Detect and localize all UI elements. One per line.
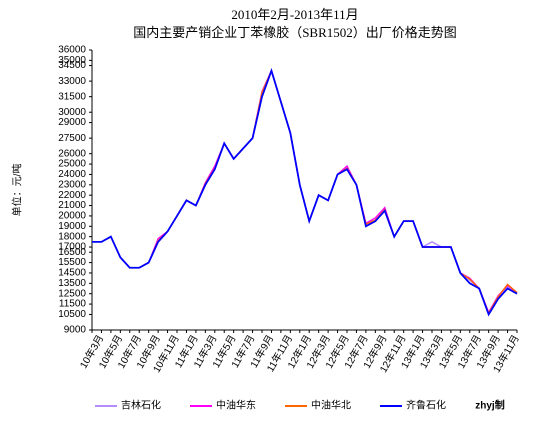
y-tick-label: 27500 xyxy=(58,133,86,144)
y-tick-label: 26000 xyxy=(58,148,86,159)
y-tick-label: 18000 xyxy=(58,231,86,242)
y-tick-label: 14500 xyxy=(58,268,86,279)
y-tick-label: 19000 xyxy=(58,221,86,232)
y-tick-label: 36000 xyxy=(58,45,86,56)
y-tick-label: 24000 xyxy=(58,169,86,180)
chart-title: 2010年2月-2013年11月 xyxy=(231,7,358,22)
legend-label: 中油华北 xyxy=(311,399,351,412)
y-tick-label: 25000 xyxy=(58,159,86,170)
chart-subtitle: 国内主要产销企业丁苯橡胶（SBR1502）出厂价格走势图 xyxy=(133,25,457,40)
y-tick-label: 31500 xyxy=(58,91,86,102)
y-tick-label: 10500 xyxy=(58,309,86,320)
series-line xyxy=(92,68,518,314)
y-tick-label: 20000 xyxy=(58,211,86,222)
y-tick-label: 33000 xyxy=(58,76,86,87)
y-tick-label: 11500 xyxy=(59,299,87,310)
legend-label: 齐鲁石化 xyxy=(406,399,446,412)
y-tick-label: 9000 xyxy=(64,325,87,336)
series-line xyxy=(92,68,518,316)
y-tick-label: 15500 xyxy=(58,257,86,268)
y-tick-label: 35000 xyxy=(58,55,86,66)
y-axis-label: 单位：元/吨 xyxy=(11,164,24,217)
y-tick-label: 16500 xyxy=(58,247,86,258)
y-tick-label: 17000 xyxy=(58,242,86,253)
y-tick-label: 12500 xyxy=(58,288,86,299)
series-line xyxy=(92,67,518,317)
y-tick-label: 22000 xyxy=(58,190,86,201)
y-tick-label: 23000 xyxy=(58,179,86,190)
legend-label: 吉林石化 xyxy=(121,399,161,412)
y-tick-label: 34500 xyxy=(58,60,86,71)
y-tick-label: 21000 xyxy=(58,200,86,211)
y-tick-label: 29000 xyxy=(58,117,86,128)
note: zhyj制 xyxy=(475,399,504,412)
series-line xyxy=(92,68,518,317)
y-tick-label: 13500 xyxy=(58,278,86,289)
legend-label: 中油华东 xyxy=(216,399,256,412)
y-tick-label: 30000 xyxy=(58,107,86,118)
